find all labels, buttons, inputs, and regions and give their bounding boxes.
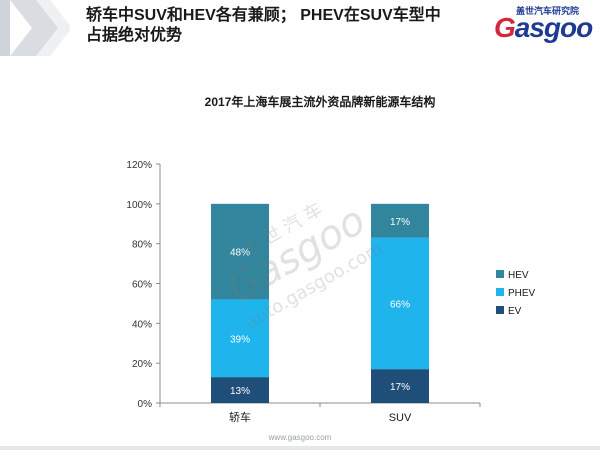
bar-segment-ev <box>371 369 429 403</box>
slide-title: 轿车中SUV和HEV各有兼顾； PHEV在SUV车型中占据绝对优势 <box>86 7 441 44</box>
logo-wordmark: Gasgoo <box>494 12 593 44</box>
chart-area: 2017年上海车展主流外资品牌新能源车结构 0% 20% 40% 60% 80% 100% 1… <box>0 56 600 450</box>
stacked-bar-chart: 2017年上海车展主流外资品牌新能源车结构 0% 20% 40% 60% 80% 100% 1… <box>126 94 536 424</box>
header-accent-bar <box>0 0 10 56</box>
bar-data-label: 17% <box>390 217 410 228</box>
y-tick-label: 40% <box>132 319 152 330</box>
bar-data-label: 17% <box>390 382 410 393</box>
y-tick-label: 120% <box>126 160 152 171</box>
bottom-divider <box>0 446 600 450</box>
gasgoo-logo: 盖世汽车研究院 Gasgoo <box>494 4 594 52</box>
bar-data-label: 39% <box>230 334 250 345</box>
footer-url: www.gasgoo.com <box>268 433 332 442</box>
legend-swatch-hev <box>496 270 504 278</box>
bar-segment-phev <box>371 237 429 370</box>
chevron-right-icon <box>10 0 70 56</box>
logo-g: G <box>494 12 516 43</box>
bar-data-label: 48% <box>230 248 250 259</box>
logo-rest: asgoo <box>514 12 593 43</box>
bar-data-label: 13% <box>230 386 250 397</box>
y-tick-label: 80% <box>132 240 152 251</box>
y-tick-label: 0% <box>138 399 153 410</box>
y-tick-label: 100% <box>126 200 152 211</box>
x-category-label: 轿车 <box>229 410 251 424</box>
legend-label: HEV <box>508 270 529 281</box>
y-tick-label: 20% <box>132 359 152 370</box>
y-tick-label: 60% <box>132 280 152 291</box>
bar-data-label: 66% <box>390 299 410 310</box>
logo-chinese-text: 盖世汽车研究院 <box>516 6 580 16</box>
chart-title: 2017年上海车展主流外资品牌新能源车结构 <box>205 94 436 109</box>
x-category-label: SUV <box>389 412 412 424</box>
legend-swatch-phev <box>496 288 504 296</box>
legend-label: PHEV <box>508 288 536 299</box>
bar-segment-ev <box>211 377 269 403</box>
legend-swatch-ev <box>496 306 504 314</box>
bar-segment-hev <box>211 203 269 300</box>
slide-header: 轿车中SUV和HEV各有兼顾； PHEV在SUV车型中占据绝对优势 盖世汽车研究… <box>0 0 600 56</box>
bar-segment-hev <box>371 203 429 238</box>
legend-label: EV <box>508 306 522 317</box>
bar-segment-phev <box>211 299 269 378</box>
